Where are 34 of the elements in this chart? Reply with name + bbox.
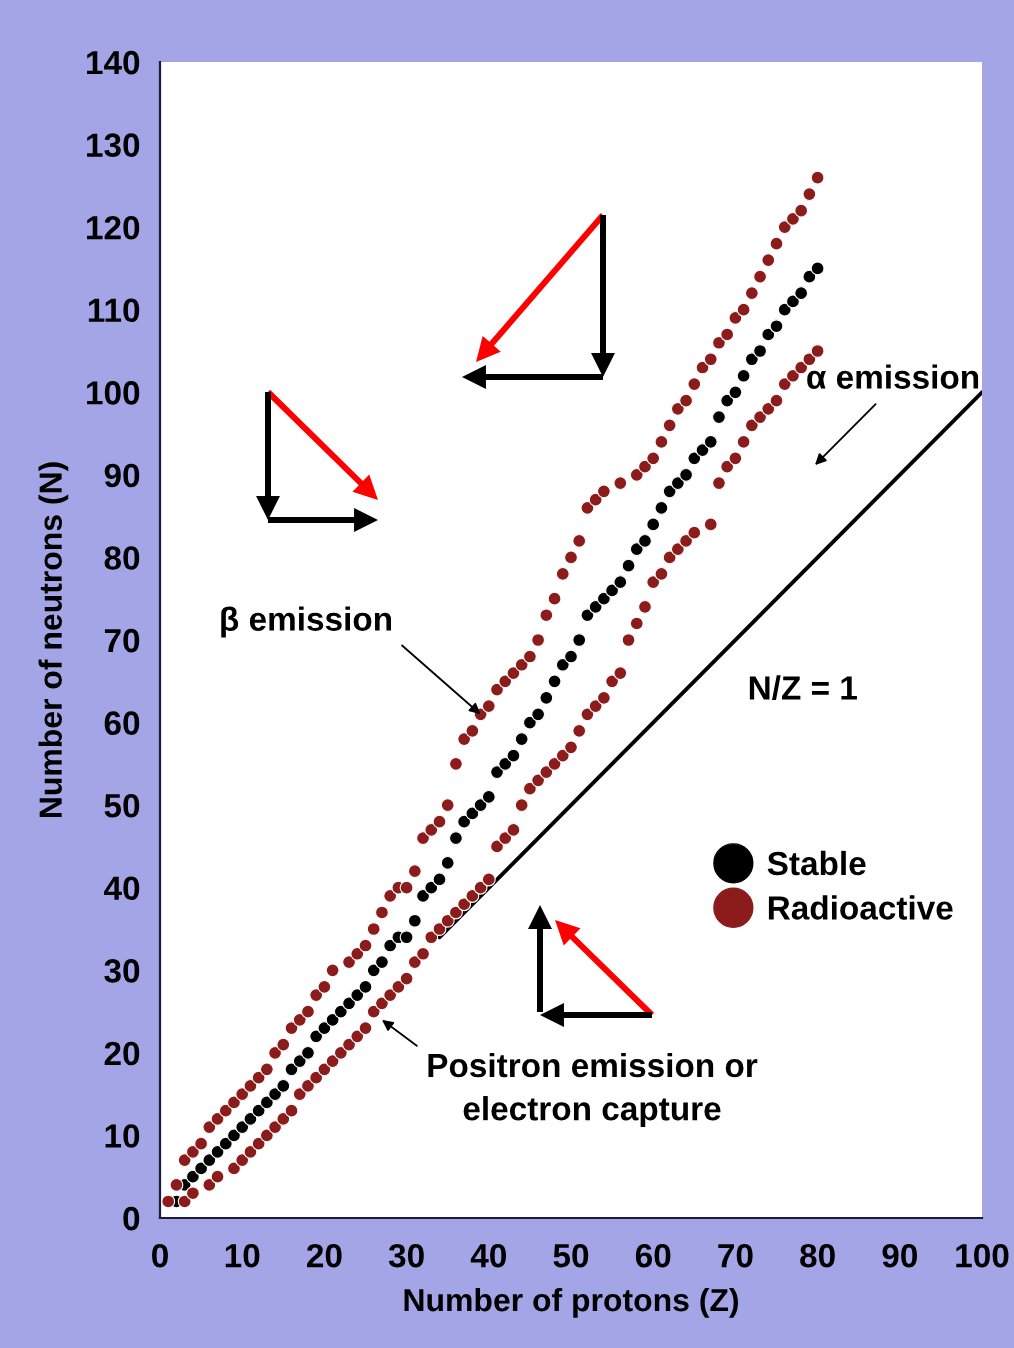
x-tick-label: 90: [882, 1243, 917, 1268]
x-tick-label: 100: [956, 1243, 1009, 1268]
x-tick-label: 50: [553, 1243, 589, 1268]
y-tick-label: 0: [123, 1206, 140, 1231]
y-tick-label: 50: [104, 793, 140, 818]
x-tick-label: 20: [307, 1243, 342, 1268]
x-axis-title: Number of protons (Z): [404, 1287, 738, 1318]
y-tick-label: 110: [88, 298, 140, 323]
y-tick-label: 10: [105, 1124, 140, 1148]
x-tick-label: 0: [152, 1243, 168, 1268]
y-tick-label: 40: [103, 876, 140, 901]
y-axis-title: Number of neutrons (N): [38, 462, 69, 818]
annotation: α emission: [807, 364, 979, 389]
y-tick-label: 20: [104, 1041, 140, 1066]
y-tick-label: 30: [104, 959, 140, 983]
y-tick-label: 70: [104, 628, 140, 653]
x-tick-label: 40: [470, 1243, 506, 1268]
y-tick-label: 90: [104, 463, 140, 488]
y-tick-label: 80: [104, 546, 140, 570]
y-tick-label: 100: [87, 381, 140, 405]
x-tick-label: 30: [388, 1243, 424, 1268]
x-tick-label: 60: [635, 1243, 671, 1268]
y-tick-label: 140: [87, 50, 140, 75]
series-label: N/Z = 1: [749, 675, 857, 701]
annotation: β emission: [221, 606, 391, 638]
legend-label: Stable: [767, 850, 866, 876]
y-tick-label: 120: [87, 215, 140, 240]
y-tick-label: 60: [104, 711, 140, 735]
y-tick-label: 130: [87, 133, 140, 158]
annotation: Positron emission or electron capture: [428, 1052, 758, 1128]
x-tick-label: 80: [800, 1243, 835, 1268]
x-tick-label: 70: [718, 1243, 753, 1268]
legend-label: Radioactive: [768, 895, 953, 920]
x-tick-label: 10: [225, 1243, 260, 1268]
